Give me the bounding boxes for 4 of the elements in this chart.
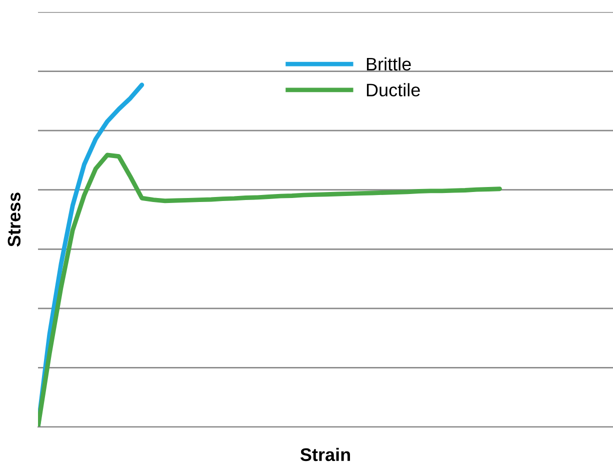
y-axis-title: Stress [8,192,21,247]
legend-label: Brittle [366,57,411,71]
x-axis-title: Strain [300,448,350,462]
legend-label: Ductile [366,83,420,96]
